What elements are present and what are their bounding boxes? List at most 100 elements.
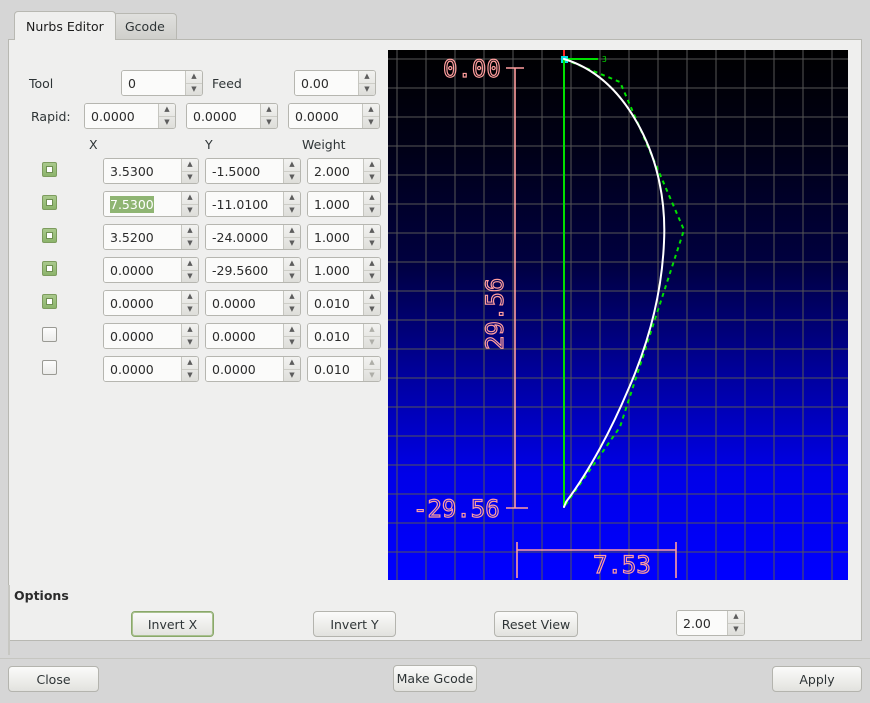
row-2-x-spinbox[interactable]: 3.5200 ▲ ▼ [103,224,199,250]
row-6-y-spin-buttons[interactable]: ▲ ▼ [283,357,300,381]
rapid-z-spin-down-icon[interactable]: ▼ [368,117,374,126]
row-3-enable-checkbox[interactable] [42,261,57,276]
row-0-y-spin-buttons[interactable]: ▲ ▼ [283,159,300,183]
rapid-z-spinbox[interactable]: 0.0000 ▲ ▼ [288,103,380,129]
row-6-weight-spin-up-icon[interactable]: ▲ [364,357,380,370]
reset-view-button[interactable]: Reset View [494,611,578,637]
row-5-weight-spinbox[interactable]: 0.010 ▲ ▼ [307,323,381,349]
row-0-x-spin-up-icon[interactable]: ▲ [182,159,198,172]
rapid-y-spin-buttons[interactable]: ▲ ▼ [260,104,277,128]
row-1-x-spin-buttons[interactable]: ▲ ▼ [181,192,198,216]
row-1-y-spinbox[interactable]: -11.0100 ▲ ▼ [205,191,301,217]
row-2-y-spin-buttons[interactable]: ▲ ▼ [283,225,300,249]
row-4-weight-spin-buttons[interactable]: ▲ ▼ [363,291,380,315]
row-3-x-spin-buttons[interactable]: ▲ ▼ [181,258,198,282]
row-2-weight-value[interactable]: 1.000 [308,225,363,249]
row-6-enable-checkbox[interactable] [42,360,57,375]
row-3-y-spin-buttons[interactable]: ▲ ▼ [283,258,300,282]
row-6-y-spin-up-icon[interactable]: ▲ [284,357,300,370]
row-5-x-spin-down-icon[interactable]: ▼ [187,337,193,346]
row-3-x-spinbox[interactable]: 0.0000 ▲ ▼ [103,257,199,283]
close-button[interactable]: Close [8,666,99,692]
row-4-y-spin-buttons[interactable]: ▲ ▼ [283,291,300,315]
row-2-y-spin-down-icon[interactable]: ▼ [289,238,295,247]
row-5-y-value[interactable]: 0.0000 [206,324,283,348]
row-3-x-value[interactable]: 0.0000 [104,258,181,282]
row-1-weight-value[interactable]: 1.000 [308,192,363,216]
tab-nurbs-editor[interactable]: Nurbs Editor [14,11,116,40]
rapid-z-value[interactable]: 0.0000 [289,104,362,128]
row-4-weight-spin-up-icon[interactable]: ▲ [364,291,380,304]
row-3-weight-spin-up-icon[interactable]: ▲ [364,258,380,271]
row-4-weight-value[interactable]: 0.010 [308,291,363,315]
scale-spin-down-icon[interactable]: ▼ [733,624,739,633]
row-5-y-spin-up-icon[interactable]: ▲ [284,324,300,337]
row-5-weight-spin-down-icon[interactable]: ▼ [369,337,375,346]
row-4-x-spin-buttons[interactable]: ▲ ▼ [181,291,198,315]
row-1-enable-checkbox[interactable] [42,195,57,210]
row-5-weight-value[interactable]: 0.010 [308,324,363,348]
row-5-weight-spin-buttons[interactable]: ▲ ▼ [363,324,380,348]
plot-canvas[interactable]: 0.00 29.56 -29.56 7.53 3 [388,50,848,580]
row-4-x-spin-up-icon[interactable]: ▲ [182,291,198,304]
rapid-z-spin-up-icon[interactable]: ▲ [363,104,379,117]
row-1-weight-spinbox[interactable]: 1.000 ▲ ▼ [307,191,381,217]
row-1-y-value[interactable]: -11.0100 [206,192,283,216]
row-4-y-spin-up-icon[interactable]: ▲ [284,291,300,304]
row-6-y-spin-down-icon[interactable]: ▼ [289,370,295,379]
row-2-x-spin-up-icon[interactable]: ▲ [182,225,198,238]
rapid-x-spinbox[interactable]: 0.0000 ▲ ▼ [84,103,176,129]
rapid-x-value[interactable]: 0.0000 [85,104,158,128]
row-3-y-spinbox[interactable]: -29.5600 ▲ ▼ [205,257,301,283]
row-6-weight-value[interactable]: 0.010 [308,357,363,381]
row-2-x-spin-down-icon[interactable]: ▼ [187,238,193,247]
rapid-y-value[interactable]: 0.0000 [187,104,260,128]
row-6-x-value[interactable]: 0.0000 [104,357,181,381]
rapid-y-spin-down-icon[interactable]: ▼ [266,117,272,126]
invert-x-button[interactable]: Invert X [131,611,214,637]
row-1-x-spinbox[interactable]: 7.5300 ▲ ▼ [103,191,199,217]
row-1-weight-spin-down-icon[interactable]: ▼ [369,205,375,214]
nurbs-preview-plot[interactable]: 0.00 29.56 -29.56 7.53 3 [388,50,848,580]
row-4-enable-checkbox[interactable] [42,294,57,309]
row-1-weight-spin-up-icon[interactable]: ▲ [364,192,380,205]
row-6-x-spin-up-icon[interactable]: ▲ [182,357,198,370]
row-6-x-spinbox[interactable]: 0.0000 ▲ ▼ [103,356,199,382]
feed-spin-buttons[interactable]: ▲ ▼ [358,71,375,95]
row-0-y-spinbox[interactable]: -1.5000 ▲ ▼ [205,158,301,184]
row-2-weight-spin-buttons[interactable]: ▲ ▼ [363,225,380,249]
row-2-weight-spinbox[interactable]: 1.000 ▲ ▼ [307,224,381,250]
row-4-y-spin-down-icon[interactable]: ▼ [289,304,295,313]
row-0-weight-spin-buttons[interactable]: ▲ ▼ [363,159,380,183]
row-4-weight-spinbox[interactable]: 0.010 ▲ ▼ [307,290,381,316]
row-5-y-spinbox[interactable]: 0.0000 ▲ ▼ [205,323,301,349]
row-0-weight-value[interactable]: 2.000 [308,159,363,183]
row-4-weight-spin-down-icon[interactable]: ▼ [369,304,375,313]
row-3-y-value[interactable]: -29.5600 [206,258,283,282]
rapid-y-spinbox[interactable]: 0.0000 ▲ ▼ [186,103,278,129]
row-4-y-spinbox[interactable]: 0.0000 ▲ ▼ [205,290,301,316]
row-0-y-spin-up-icon[interactable]: ▲ [284,159,300,172]
row-6-x-spin-buttons[interactable]: ▲ ▼ [181,357,198,381]
row-4-y-value[interactable]: 0.0000 [206,291,283,315]
rapid-x-spin-up-icon[interactable]: ▲ [159,104,175,117]
row-6-y-value[interactable]: 0.0000 [206,357,283,381]
row-1-x-value[interactable]: 7.5300 [104,192,181,216]
tool-value[interactable]: 0 [122,71,185,95]
row-1-y-spin-buttons[interactable]: ▲ ▼ [283,192,300,216]
row-5-x-spin-up-icon[interactable]: ▲ [182,324,198,337]
row-3-weight-value[interactable]: 1.000 [308,258,363,282]
row-6-weight-spin-down-icon[interactable]: ▼ [369,370,375,379]
row-5-y-spin-buttons[interactable]: ▲ ▼ [283,324,300,348]
row-2-weight-spin-up-icon[interactable]: ▲ [364,225,380,238]
row-2-x-spin-buttons[interactable]: ▲ ▼ [181,225,198,249]
tool-spin-up-icon[interactable]: ▲ [186,71,202,84]
rapid-x-spin-buttons[interactable]: ▲ ▼ [158,104,175,128]
row-1-x-spin-up-icon[interactable]: ▲ [182,192,198,205]
rapid-y-spin-up-icon[interactable]: ▲ [261,104,277,117]
row-1-y-spin-down-icon[interactable]: ▼ [289,205,295,214]
row-6-weight-spinbox[interactable]: 0.010 ▲ ▼ [307,356,381,382]
tool-spinbox[interactable]: 0 ▲ ▼ [121,70,203,96]
row-2-y-value[interactable]: -24.0000 [206,225,283,249]
feed-spin-up-icon[interactable]: ▲ [359,71,375,84]
